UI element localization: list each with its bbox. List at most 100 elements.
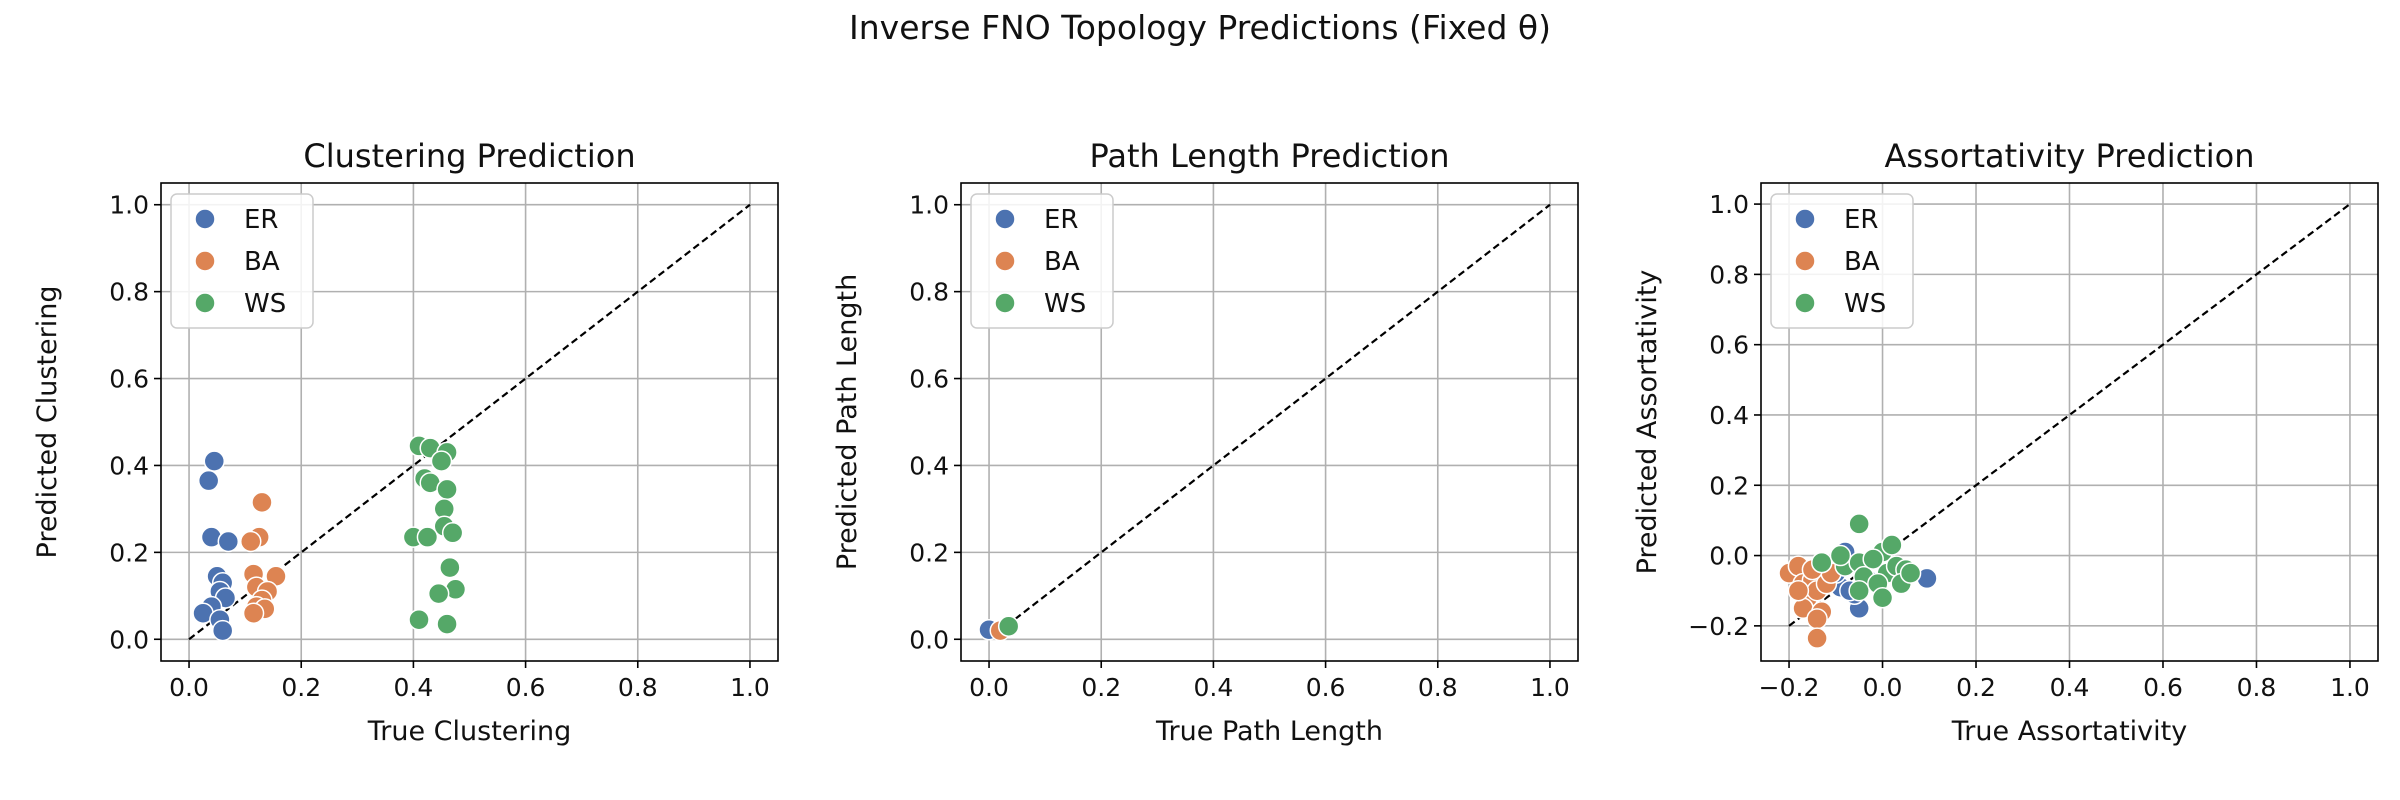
legend-marker-er xyxy=(994,208,1016,230)
legend: ER BA WS xyxy=(970,193,1114,329)
legend-label-ba: BA xyxy=(1844,247,1880,277)
x-tick-label: 0.6 xyxy=(1306,673,1346,702)
y-tick-label: 0.8 xyxy=(1709,260,1749,289)
x-tick-label: 0.6 xyxy=(2143,673,2183,702)
data-point-ws xyxy=(430,450,453,472)
legend-label-er: ER xyxy=(1844,205,1879,235)
y-tick-label: 0.4 xyxy=(109,451,149,480)
data-point-ba xyxy=(1806,608,1828,630)
data-point-ws xyxy=(1829,544,1852,567)
data-point-ws xyxy=(436,613,458,635)
legend-marker-ws xyxy=(994,292,1016,314)
data-point-ws xyxy=(439,556,461,579)
data-point-ws xyxy=(1848,579,1870,602)
identity-line xyxy=(188,203,751,641)
data-point-ws xyxy=(427,582,450,605)
legend-box xyxy=(170,193,314,329)
x-tick-label: 0.8 xyxy=(2237,673,2277,702)
y-axis-label: Predicted Path Length xyxy=(832,274,863,570)
x-tick-label: 0.0 xyxy=(969,673,1009,702)
y-tick-label: 0.4 xyxy=(1709,401,1749,430)
legend-label-er: ER xyxy=(1044,205,1079,235)
figure-title: Inverse FNO Topology Predictions (Fixed … xyxy=(849,8,1551,47)
x-tick-label: 1.0 xyxy=(1530,673,1570,702)
y-tick-label: 0.4 xyxy=(909,451,949,480)
data-point-er xyxy=(211,619,234,642)
data-point-ws xyxy=(408,608,430,631)
data-point-ws xyxy=(997,615,1020,637)
y-axis-label: Predicted Clustering xyxy=(32,286,63,559)
plot-frame xyxy=(160,182,779,662)
x-tick-label: 0.8 xyxy=(618,673,658,702)
data-point-ws xyxy=(436,478,458,501)
y-tick-label: 0.6 xyxy=(1709,331,1749,360)
x-tick-label: 0.4 xyxy=(2050,673,2090,702)
chart-title: Path Length Prediction xyxy=(1090,137,1450,175)
y-tick-label: 1.0 xyxy=(909,191,949,220)
legend-label-ws: WS xyxy=(1844,289,1886,319)
legend-label-ws: WS xyxy=(244,289,286,319)
y-tick-label: 0.2 xyxy=(1709,471,1749,500)
data-point-ws xyxy=(416,526,439,548)
x-tick-label: 0.6 xyxy=(506,673,546,702)
legend-marker-ba xyxy=(1794,250,1816,272)
x-axis-label: True Assortativity xyxy=(1951,716,2187,747)
y-tick-label: 0.6 xyxy=(909,365,949,394)
data-point-ba xyxy=(1787,579,1810,602)
data-point-ws xyxy=(1871,586,1894,609)
legend: ER BA WS xyxy=(170,193,314,329)
y-tick-label: 0.0 xyxy=(109,625,149,654)
x-tick-label: 0.4 xyxy=(394,673,434,702)
y-axis-label: Predicted Assortativity xyxy=(1632,270,1663,575)
chart-title: Assortativity Prediction xyxy=(1884,137,2254,175)
data-point-ws xyxy=(441,522,464,544)
data-point-ws xyxy=(1811,551,1833,574)
legend: ER BA WS xyxy=(1770,193,1914,329)
legend-box xyxy=(1770,193,1914,329)
legend-marker-ba xyxy=(994,250,1016,272)
y-tick-label: 0.8 xyxy=(909,278,949,307)
x-tick-label: 0.2 xyxy=(1956,673,1996,702)
data-point-er xyxy=(197,469,220,492)
legend-marker-ws xyxy=(194,292,216,314)
x-tick-label: 0.2 xyxy=(281,673,321,702)
data-point-ws xyxy=(1862,548,1884,570)
data-point-er xyxy=(217,530,240,553)
y-tick-label: 0.8 xyxy=(109,278,149,307)
y-tick-label: 0.2 xyxy=(109,538,149,567)
y-tick-label: −0.2 xyxy=(1688,612,1749,641)
x-tick-label: 0.0 xyxy=(169,673,209,702)
legend-label-ba: BA xyxy=(244,247,280,277)
data-point-ba xyxy=(1806,627,1828,649)
data-point-ba xyxy=(239,530,262,553)
legend-label-ws: WS xyxy=(1044,289,1086,319)
legend-marker-er xyxy=(194,208,216,230)
x-tick-label: −0.2 xyxy=(1759,673,1820,702)
data-point-ba xyxy=(251,491,273,514)
x-tick-label: 0.2 xyxy=(1081,673,1121,702)
chart-panel-2: 0.0 0.2 0.4 0.6 0.8 1.0 0.0 0.2 0.4 0.6 0.8 1.0 Path… xyxy=(832,137,1579,747)
plot-frame xyxy=(960,182,1579,662)
y-tick-label: 0.2 xyxy=(909,538,949,567)
legend-marker-er xyxy=(1794,208,1816,230)
x-tick-label: 0.8 xyxy=(1418,673,1458,702)
y-tick-label: 0.6 xyxy=(109,365,149,394)
x-axis-label: True Path Length xyxy=(1155,716,1383,747)
y-tick-label: 1.0 xyxy=(1709,190,1749,219)
data-point-ws xyxy=(1881,534,1903,556)
y-tick-label: 0.0 xyxy=(909,625,949,654)
identity-line xyxy=(988,203,1551,641)
x-tick-label: 1.0 xyxy=(730,673,770,702)
y-tick-label: 0.0 xyxy=(1709,542,1749,571)
y-tick-label: 1.0 xyxy=(109,191,149,220)
data-point-er xyxy=(203,450,226,472)
x-tick-label: 0.4 xyxy=(1194,673,1234,702)
chart-title: Clustering Prediction xyxy=(303,137,635,175)
legend-label-er: ER xyxy=(244,205,279,235)
legend-box xyxy=(970,193,1114,329)
chart-panel-3: −0.2 0.0 0.2 0.4 0.6 0.8 1.0 −0.2 0.0 0.2 0.4 0.6 0.… xyxy=(1632,137,2379,747)
x-tick-label: 0.0 xyxy=(1863,673,1903,702)
x-tick-label: 1.0 xyxy=(2330,673,2370,702)
x-axis-label: True Clustering xyxy=(367,716,572,747)
